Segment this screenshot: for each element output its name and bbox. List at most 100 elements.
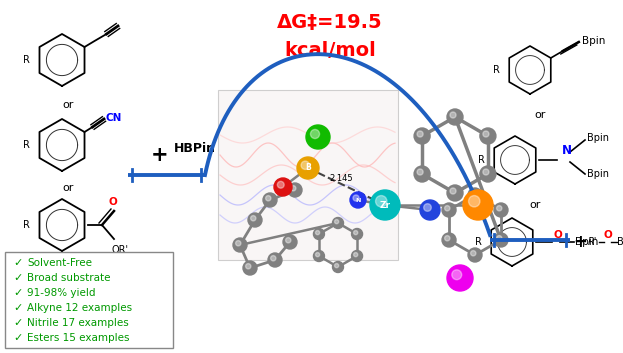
Text: ✓: ✓ [13, 288, 22, 298]
Text: N: N [355, 197, 361, 203]
Text: Nitrile 17 examples: Nitrile 17 examples [27, 318, 129, 328]
Text: Zr: Zr [379, 201, 391, 209]
Text: R: R [475, 237, 482, 247]
Circle shape [480, 166, 496, 182]
Circle shape [445, 205, 450, 211]
Circle shape [414, 166, 430, 182]
Circle shape [290, 186, 296, 191]
Circle shape [424, 204, 431, 211]
Text: ✓: ✓ [13, 333, 22, 343]
Circle shape [333, 262, 343, 273]
Text: Bpin: Bpin [582, 36, 605, 46]
Circle shape [354, 252, 358, 257]
Text: Bpin: Bpin [587, 133, 609, 143]
Circle shape [376, 196, 387, 207]
Circle shape [351, 251, 363, 262]
Text: HBPin: HBPin [174, 142, 216, 155]
Text: B: B [305, 163, 311, 173]
Circle shape [497, 235, 502, 241]
Circle shape [470, 251, 476, 256]
Text: ✓: ✓ [13, 258, 22, 268]
Text: O: O [553, 230, 562, 240]
Text: R: R [23, 55, 30, 65]
Text: or: or [62, 100, 74, 110]
Text: Bpin: Bpin [575, 237, 598, 247]
Circle shape [414, 128, 430, 144]
Text: +: + [573, 233, 587, 251]
Circle shape [313, 228, 325, 239]
Text: or: or [535, 110, 546, 120]
Text: 2.145: 2.145 [330, 174, 353, 183]
Text: or: or [530, 200, 541, 210]
Circle shape [263, 193, 277, 207]
Circle shape [288, 183, 302, 197]
Text: or: or [62, 183, 74, 193]
Text: Broad substrate: Broad substrate [27, 273, 110, 283]
Circle shape [447, 109, 463, 125]
Circle shape [248, 213, 262, 227]
Circle shape [450, 188, 456, 194]
Circle shape [283, 235, 297, 249]
Text: R: R [23, 140, 30, 150]
Text: R': R' [588, 237, 597, 247]
Circle shape [468, 188, 482, 202]
Circle shape [310, 130, 320, 139]
Circle shape [494, 233, 508, 247]
Circle shape [497, 205, 502, 211]
Circle shape [297, 157, 319, 179]
Circle shape [235, 241, 241, 246]
Text: +: + [151, 145, 169, 165]
Circle shape [494, 203, 508, 217]
Circle shape [301, 161, 310, 169]
Circle shape [335, 264, 339, 268]
Text: R: R [478, 155, 485, 165]
Circle shape [285, 238, 291, 243]
Circle shape [417, 131, 423, 137]
Circle shape [450, 112, 456, 118]
Text: O: O [604, 230, 613, 240]
Circle shape [265, 196, 271, 201]
Circle shape [483, 169, 489, 175]
Text: ✓: ✓ [13, 318, 22, 328]
Text: ΔG‡=19.5: ΔG‡=19.5 [277, 12, 383, 31]
Text: Solvent-Free: Solvent-Free [27, 258, 92, 268]
Text: OR': OR' [112, 245, 129, 255]
Circle shape [245, 264, 251, 269]
Circle shape [335, 220, 339, 224]
Circle shape [353, 195, 359, 201]
Circle shape [445, 235, 450, 241]
Circle shape [470, 191, 476, 196]
Circle shape [447, 265, 473, 291]
Circle shape [243, 261, 257, 275]
Circle shape [350, 192, 366, 208]
Circle shape [483, 131, 489, 137]
Circle shape [468, 248, 482, 262]
Text: O: O [108, 197, 117, 207]
Bar [218, 90, 398, 260]
Circle shape [447, 185, 463, 201]
Text: ✓: ✓ [13, 273, 22, 283]
Circle shape [306, 125, 330, 149]
Circle shape [233, 238, 247, 252]
Text: Bpin: Bpin [587, 169, 609, 179]
Circle shape [315, 231, 320, 235]
Circle shape [417, 169, 423, 175]
Circle shape [333, 217, 343, 228]
Circle shape [442, 203, 456, 217]
Circle shape [463, 190, 493, 220]
Circle shape [452, 270, 462, 280]
Text: kcal/mol: kcal/mol [284, 41, 376, 60]
Text: ✓: ✓ [13, 303, 22, 313]
Circle shape [420, 200, 440, 220]
Text: CN: CN [106, 113, 122, 123]
Text: Bpin: Bpin [617, 237, 623, 247]
Text: N: N [562, 144, 572, 157]
Circle shape [313, 251, 325, 262]
Circle shape [351, 228, 363, 239]
Text: Alkyne 12 examples: Alkyne 12 examples [27, 303, 132, 313]
Circle shape [270, 256, 276, 261]
Circle shape [250, 216, 256, 221]
Circle shape [480, 128, 496, 144]
Bar [5, 252, 173, 348]
Circle shape [370, 190, 400, 220]
